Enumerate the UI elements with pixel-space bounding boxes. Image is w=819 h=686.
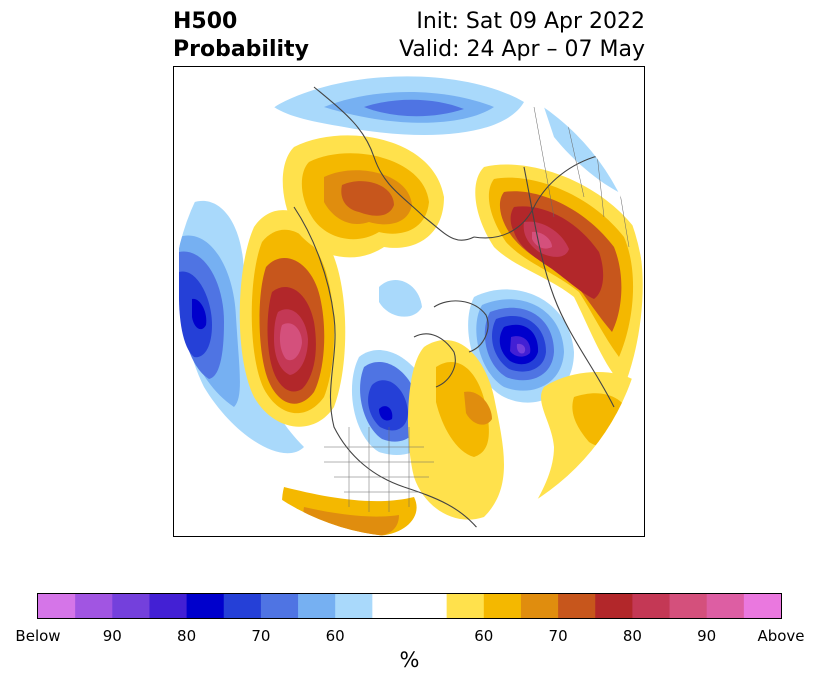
colorbar-segment — [706, 594, 745, 618]
valid-period: Init: Sat 09 Apr 2022 Valid: 24 Apr – 07… — [399, 8, 645, 64]
colorbar-segment — [372, 594, 410, 618]
colorbar-segment — [595, 594, 633, 618]
borders — [324, 106, 630, 512]
colorbar-segment — [186, 594, 225, 618]
anomaly-below-atlantic — [468, 289, 574, 403]
probability-map — [173, 66, 645, 537]
colorbar-tick-label: 80 — [177, 627, 197, 645]
colorbar-segment — [260, 594, 299, 618]
colorbar-segment — [632, 594, 671, 618]
anomaly-above-europe — [475, 164, 643, 387]
colorbar-segment — [409, 594, 448, 618]
colorbar-tick-label: 60 — [474, 627, 494, 645]
colorbar-segment — [38, 594, 76, 618]
colorbar-tick-label: Above — [757, 627, 805, 645]
valid-range: Valid: 24 Apr – 07 May — [399, 37, 645, 62]
map-canvas — [174, 67, 644, 536]
coastlines — [293, 86, 644, 536]
colorbar-tick-label: 80 — [622, 627, 642, 645]
anomaly-above-siberia — [282, 135, 444, 258]
colorbar-segment — [520, 594, 559, 618]
title-line-2: Probability — [173, 37, 309, 62]
colorbar-tick-label: 90 — [697, 627, 717, 645]
colorbar-tick-label: Below — [15, 627, 61, 645]
colorbar-segment — [223, 594, 262, 618]
colorbar-segment — [743, 594, 782, 618]
colorbar-segment — [149, 594, 188, 618]
init-date: Init: Sat 09 Apr 2022 — [416, 9, 645, 34]
colorbar-segment — [112, 594, 150, 618]
colorbar-tick-label: 70 — [251, 627, 271, 645]
colorbar-segment — [558, 594, 596, 618]
anomaly-below-north — [274, 76, 629, 197]
colorbar-tick-label: 70 — [548, 627, 568, 645]
colorbar-tick-label: 90 — [102, 627, 122, 645]
colorbar-tick-label: 60 — [325, 627, 345, 645]
anomaly-above-northeast-pacific — [239, 210, 346, 427]
colorbar-svg — [37, 593, 782, 619]
colorbar-segment — [298, 594, 336, 618]
colorbar-tick-labels: Below 90 80 70 60 60 70 80 90 Above — [0, 627, 819, 647]
colorbar-segment — [483, 594, 522, 618]
colorbar-segment — [446, 594, 485, 618]
colorbar-border — [37, 593, 782, 619]
title-line-1: H500 — [173, 9, 238, 34]
colorbar-unit: % — [399, 648, 420, 672]
colorbar — [37, 593, 782, 619]
colorbar-segment — [75, 594, 113, 618]
colorbar-segment — [335, 594, 373, 618]
chart-title: H500 Probability — [173, 8, 309, 64]
colorbar-segment — [669, 594, 708, 618]
